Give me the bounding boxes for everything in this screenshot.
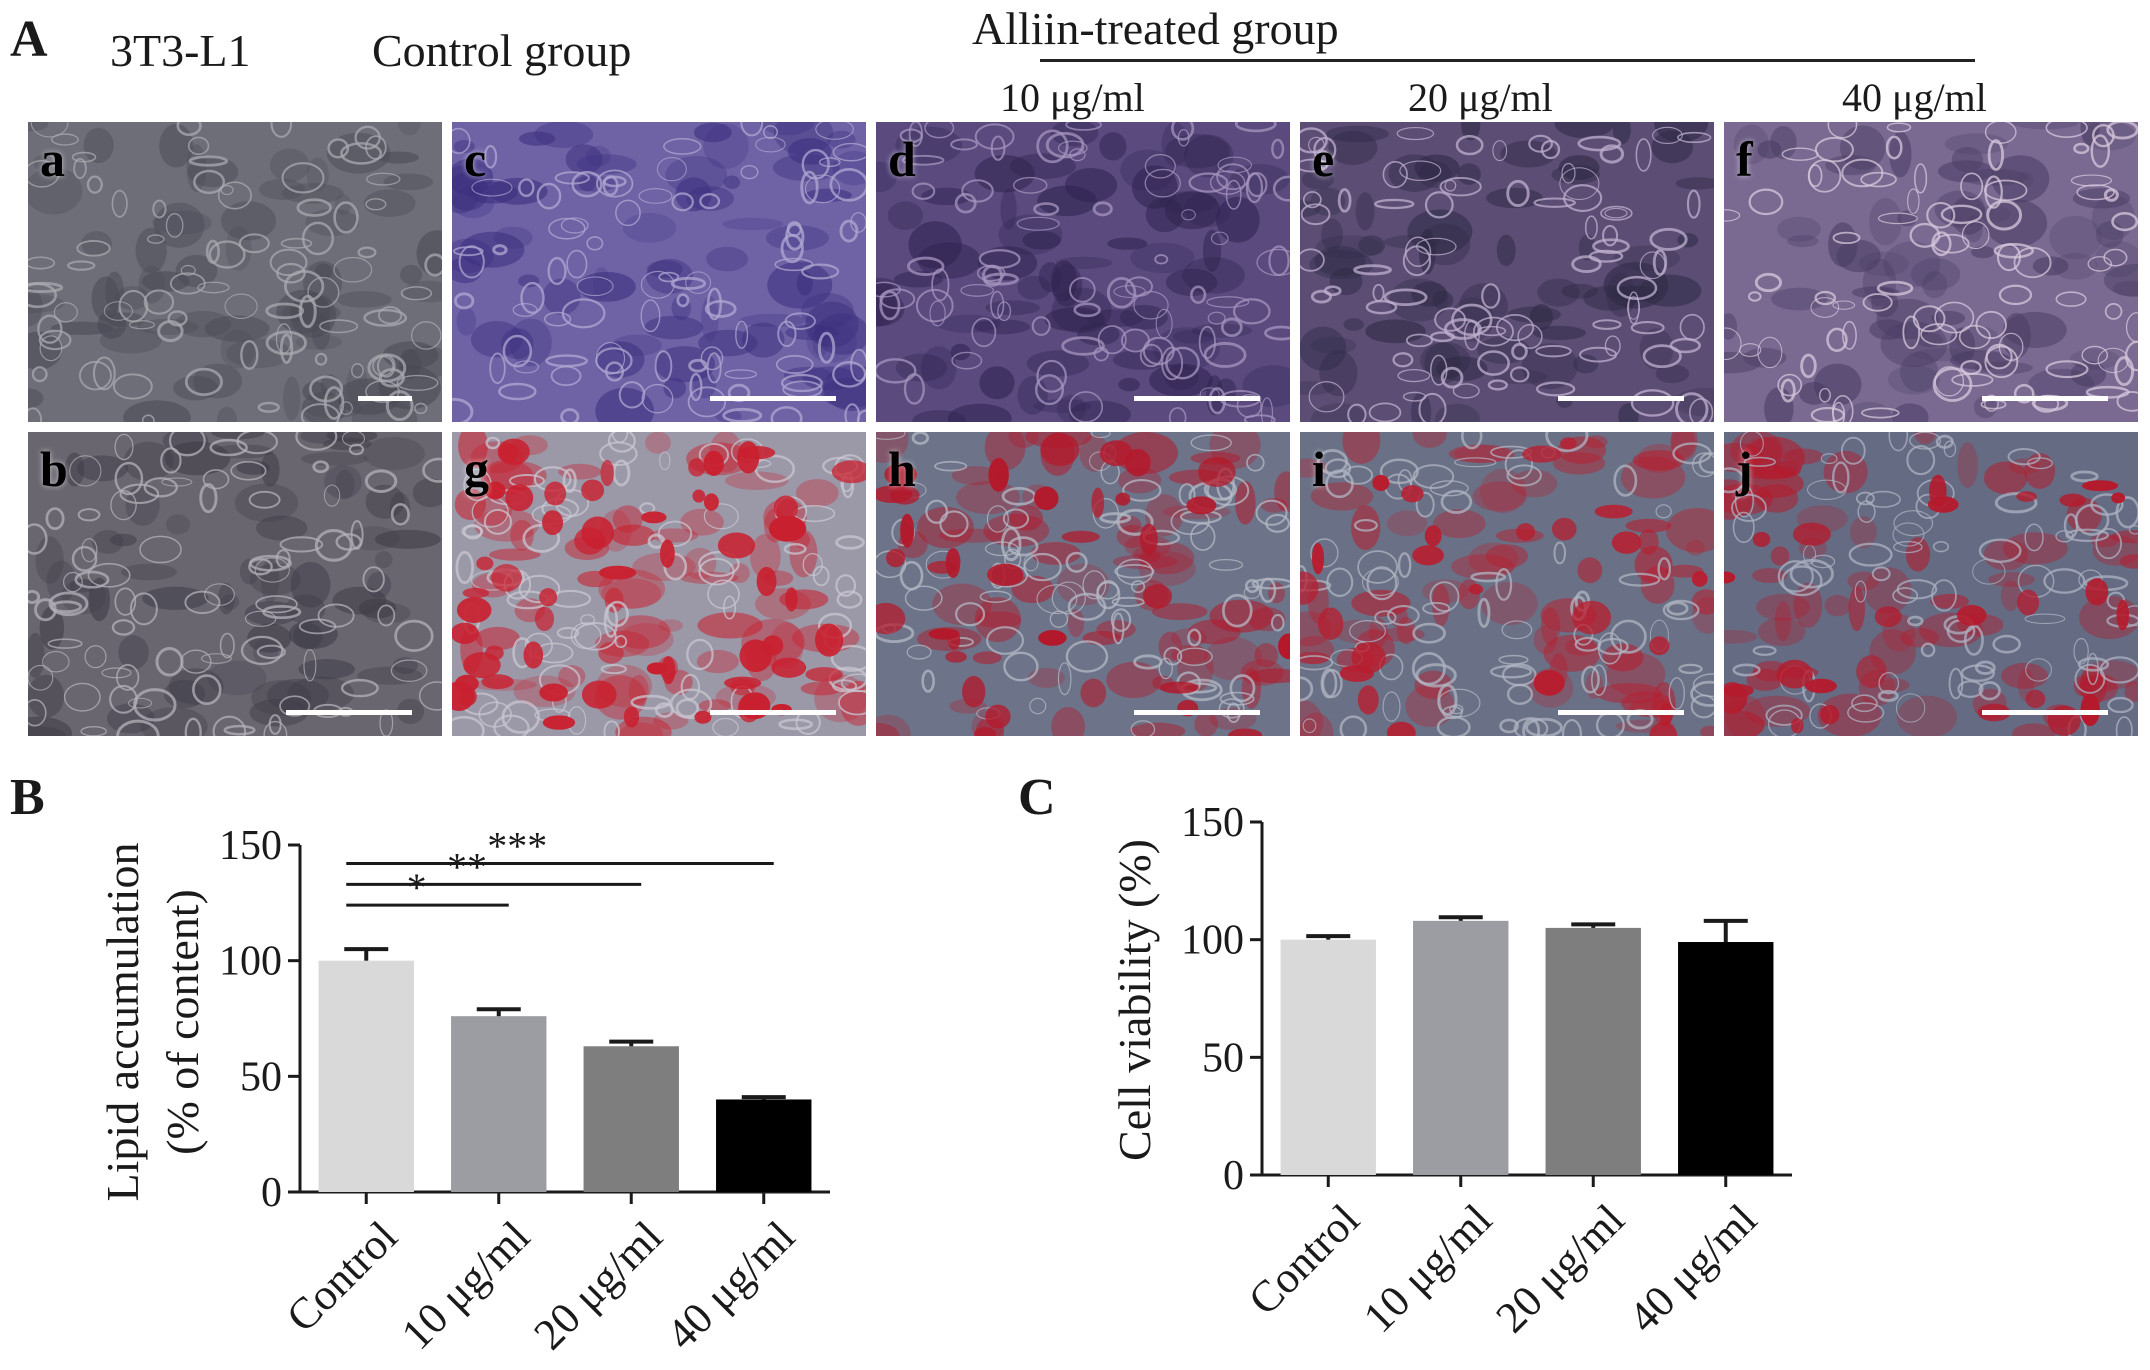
header-dose-20: 20 μg/ml	[1408, 75, 1553, 120]
bar-2	[583, 1046, 679, 1192]
y-tick-label: 150	[219, 823, 282, 869]
micrograph-texture	[1300, 432, 1714, 736]
micrograph-letter: g	[464, 441, 489, 497]
scale-bar	[286, 710, 412, 715]
y-axis-label: Cell viability (%)	[1109, 839, 1160, 1161]
micrograph-letter: e	[1312, 131, 1335, 187]
x-tick-label-2: 20 μg/ml	[524, 1212, 671, 1359]
scale-bar	[1558, 396, 1684, 401]
micrograph-texture	[28, 432, 442, 736]
micrograph-texture	[876, 432, 1290, 736]
micrograph-c: c	[452, 122, 866, 422]
micrograph-letter: b	[40, 441, 68, 497]
y-axis-label-line2: (% of content)	[157, 889, 208, 1155]
micrograph-texture	[1300, 122, 1714, 422]
micrograph-f: f	[1724, 122, 2138, 422]
micrograph-e: e	[1300, 122, 1714, 422]
panel-label-c: C	[1018, 769, 1056, 826]
scale-bar	[1134, 396, 1260, 401]
bar-1	[451, 1016, 547, 1192]
y-axis-label-line1: Lipid accumulation	[97, 843, 148, 1202]
micrograph-letter: j	[1736, 441, 1753, 497]
micrograph-h: h	[876, 432, 1290, 736]
scale-bar	[1558, 710, 1684, 715]
bar-3	[716, 1099, 812, 1192]
micrograph-letter: a	[40, 131, 65, 187]
micrograph-g: g	[452, 432, 866, 736]
micrograph-texture	[1724, 432, 2138, 736]
significance-label-1: **	[447, 844, 487, 889]
micrograph-texture	[452, 122, 866, 422]
x-tick-label-0: Control	[1239, 1195, 1369, 1325]
x-tick-label-1: 10 μg/ml	[1354, 1195, 1501, 1342]
bar-0	[318, 960, 414, 1192]
scale-bar	[1982, 710, 2108, 715]
x-tick-label-3: 40 μg/ml	[657, 1212, 804, 1359]
micrograph-i: i	[1300, 432, 1714, 736]
scale-bar	[710, 710, 836, 715]
scale-bar	[358, 396, 412, 401]
micrograph-texture	[1724, 122, 2138, 422]
micrograph-texture	[876, 122, 1290, 422]
header-dose-10: 10 μg/ml	[1000, 75, 1145, 120]
micrograph-letter: d	[888, 131, 916, 187]
y-tick-label: 0	[1223, 1153, 1244, 1199]
micrograph-a: a	[28, 122, 442, 422]
bar-2	[1545, 927, 1641, 1175]
scale-bar	[710, 396, 836, 401]
y-tick-label: 150	[1181, 800, 1244, 846]
x-tick-label-0: Control	[277, 1212, 407, 1342]
y-tick-label: 50	[240, 1054, 282, 1100]
micrograph-letter: f	[1736, 131, 1753, 187]
y-tick-label: 0	[261, 1170, 282, 1216]
significance-label-2: ***	[487, 824, 547, 869]
micrograph-letter: h	[888, 441, 916, 497]
y-tick-label: 100	[1181, 918, 1244, 964]
scale-bar	[1134, 710, 1260, 715]
y-tick-label: 100	[219, 939, 282, 985]
x-tick-label-2: 20 μg/ml	[1486, 1195, 1633, 1342]
micrograph-letter: c	[464, 131, 487, 187]
micrograph-b: b	[28, 432, 442, 736]
header-alliin-treated-group: Alliin-treated group	[972, 3, 1339, 54]
micrograph-letter: i	[1312, 441, 1326, 497]
bar-0	[1280, 939, 1376, 1175]
micrograph-texture	[28, 122, 442, 422]
panel-label-a: A	[10, 11, 48, 68]
header-control-group: Control group	[372, 25, 632, 76]
treated-group-bracket-line	[1040, 59, 1975, 62]
micrograph-texture	[452, 432, 866, 736]
bar-1	[1413, 920, 1509, 1175]
panel-label-b: B	[10, 769, 45, 826]
x-tick-label-3: 40 μg/ml	[1619, 1195, 1766, 1342]
micrograph-j: j	[1724, 432, 2138, 736]
scale-bar	[1982, 396, 2108, 401]
significance-label-0: *	[407, 865, 427, 910]
x-tick-label-1: 10 μg/ml	[392, 1212, 539, 1359]
micrograph-d: d	[876, 122, 1290, 422]
header-3t3-l1: 3T3-L1	[110, 25, 251, 76]
y-tick-label: 50	[1202, 1035, 1244, 1081]
bar-3	[1678, 942, 1774, 1175]
header-dose-40: 40 μg/ml	[1842, 75, 1987, 120]
